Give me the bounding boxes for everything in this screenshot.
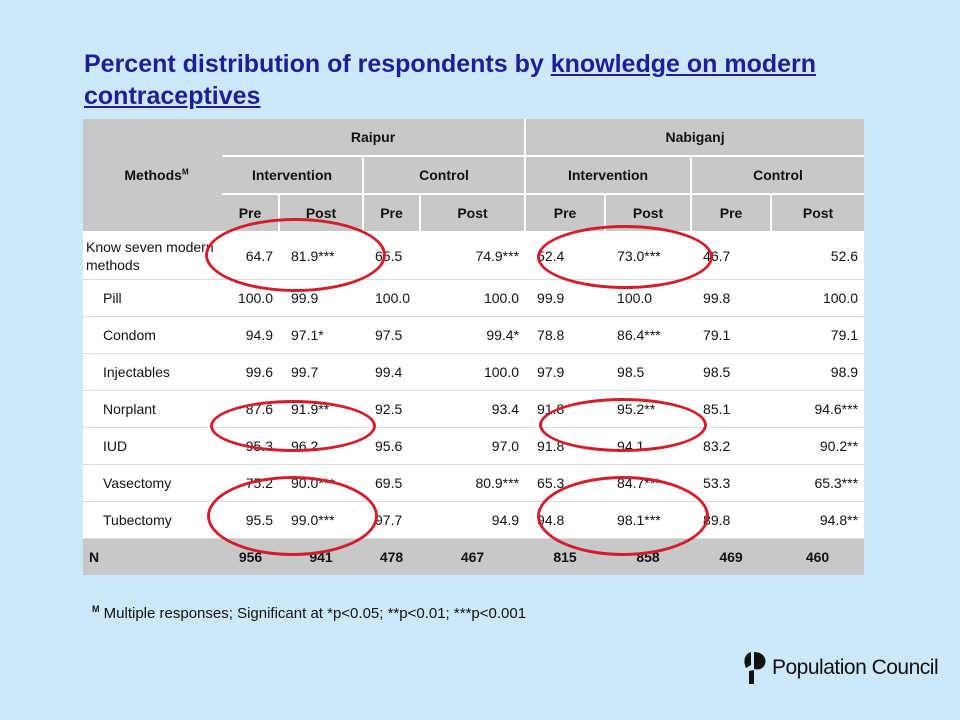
table-cell: 99.4* xyxy=(420,316,526,354)
region-header: Nabiganj xyxy=(524,119,865,157)
methods-label: Methods xyxy=(124,167,182,183)
highlight-circle-nabiganj-norplant xyxy=(539,398,707,452)
highlight-circle-nabiganj-know xyxy=(537,225,713,289)
table-cell: 93.4 xyxy=(420,390,526,428)
table-cell: 98.9 xyxy=(771,353,865,391)
table-cell: 94.8** xyxy=(771,501,865,539)
table-cell: 97.1* xyxy=(279,316,363,354)
header-row-groups: Intervention Control Intervention Contro… xyxy=(83,156,865,195)
phase-header: Pre xyxy=(524,194,606,233)
population-council-logo: Population Council xyxy=(742,650,939,686)
title-prefix: Percent distribution of respondents by xyxy=(84,50,551,78)
row-label: Vasectomy xyxy=(83,464,222,502)
table-cell: 52.6 xyxy=(771,232,865,280)
footnote-text: Multiple responses; Significant at *p<0.… xyxy=(99,605,527,622)
logo-mark-icon xyxy=(744,652,766,684)
n-value: 467 xyxy=(420,538,526,575)
table-cell: 99.4 xyxy=(363,353,420,391)
footnote-sup: M xyxy=(92,604,100,614)
n-label: N xyxy=(83,538,222,575)
table-cell: 97.0 xyxy=(420,427,526,465)
table-body: Know seven modern methods 64.7 81.9*** 65.5… xyxy=(83,232,865,539)
n-value: 469 xyxy=(691,538,772,575)
n-value: 478 xyxy=(363,538,420,575)
row-label: Injectables xyxy=(83,353,222,391)
table-cell: 94.9 xyxy=(222,316,279,354)
table-cell: 99.9 xyxy=(525,279,606,317)
results-table: MethodsM Raipur Nabiganj Intervention Co… xyxy=(83,119,865,575)
row-label: Pill xyxy=(83,279,222,317)
table-cell: 79.1 xyxy=(771,316,865,354)
title-underlined: knowledge on modern contraceptives xyxy=(84,50,817,110)
highlight-circle-raipur-know xyxy=(205,218,386,292)
table-cell: 80.9*** xyxy=(420,464,526,502)
row-label: Know seven modern methods xyxy=(83,232,222,280)
table-cell: 95.6 xyxy=(363,427,420,465)
table-row: Tubectomy 95.5 99.0*** 97.7 94.9 94.8 98.1*** 8… xyxy=(83,501,865,539)
table-cell: 94.6*** xyxy=(771,390,865,428)
table-cell: 53.3 xyxy=(691,464,772,502)
table-cell: 100.0 xyxy=(363,279,420,317)
phase-header: Post xyxy=(418,194,526,233)
table-cell: 99.7 xyxy=(279,353,363,391)
n-row: N 956 941 478 467 815 858 469 460 xyxy=(83,538,865,575)
phase-header: Pre xyxy=(690,194,772,233)
table-cell: 69.5 xyxy=(363,464,420,502)
group-header: Intervention xyxy=(222,156,363,195)
phase-header: Post xyxy=(770,194,865,233)
table-cell: 65.3*** xyxy=(771,464,865,502)
table-cell: 86.4*** xyxy=(605,316,692,354)
highlight-circle-raipur-norplant xyxy=(210,400,376,452)
table-row: Vasectomy 75.2 90.0*** 69.5 80.9*** 65.3 84.7*… xyxy=(83,464,865,502)
highlight-circle-raipur-vasectomy xyxy=(207,476,378,556)
row-label: Condom xyxy=(83,316,222,354)
table-cell: 98.5 xyxy=(605,353,692,391)
table-row: Norplant 87.6 91.9** 92.5 93.4 91.8 95.2** 85.1… xyxy=(83,390,865,428)
table-row: Know seven modern methods 64.7 81.9*** 65.5… xyxy=(83,232,865,280)
table-cell: 83.2 xyxy=(691,427,772,465)
table-cell: 78.8 xyxy=(525,316,606,354)
table-cell: 100.0 xyxy=(420,353,526,391)
group-header: Control xyxy=(361,156,526,195)
table-row: Condom 94.9 97.1* 97.5 99.4* 78.8 86.4*** 79.1 7… xyxy=(83,316,865,354)
table-cell: 100.0 xyxy=(771,279,865,317)
slide-title: Percent distribution of respondents by k… xyxy=(84,48,884,112)
table-row: IUD 95.3 96.2 95.6 97.0 91.8 94.1 83.2 90.2** xyxy=(83,427,865,465)
table-cell: 100.0 xyxy=(420,279,526,317)
header-row-regions: MethodsM Raipur Nabiganj xyxy=(83,119,865,233)
footnote: M Multiple responses; Significant at *p<… xyxy=(92,604,526,622)
table-row: Injectables 99.6 99.7 99.4 100.0 97.9 98.5 98.5… xyxy=(83,353,865,391)
highlight-circle-nabiganj-vasectomy xyxy=(537,476,709,556)
table-cell: 79.1 xyxy=(691,316,772,354)
table-cell: 99.8 xyxy=(691,279,772,317)
group-header: Control xyxy=(690,156,865,195)
methods-sup: M xyxy=(181,167,189,177)
region-header: Raipur xyxy=(222,119,526,157)
methods-header: MethodsM xyxy=(83,119,222,233)
table-row: Pill 100.0 99.9 100.0 100.0 99.9 100.0 99.8 100.… xyxy=(83,279,865,317)
row-label: Tubectomy xyxy=(83,501,222,539)
row-label: IUD xyxy=(83,427,222,465)
table-cell: 98.5 xyxy=(691,353,772,391)
table-cell: 94.9 xyxy=(420,501,526,539)
table-cell: 99.6 xyxy=(222,353,279,391)
logo-text: Population Council xyxy=(772,656,939,679)
n-value: 460 xyxy=(771,538,865,575)
table-cell: 97.5 xyxy=(363,316,420,354)
row-label: Norplant xyxy=(83,390,222,428)
phase-header: Pre xyxy=(362,194,420,233)
table-cell: 90.2** xyxy=(771,427,865,465)
table-cell: 74.9*** xyxy=(420,232,526,280)
table-cell: 97.9 xyxy=(525,353,606,391)
group-header: Intervention xyxy=(524,156,692,195)
